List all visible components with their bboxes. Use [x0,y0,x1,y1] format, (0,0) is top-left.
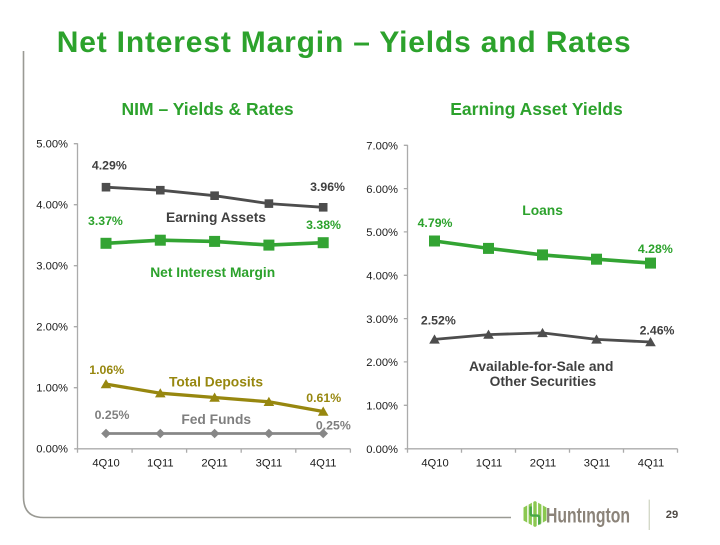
svg-text:Earning Assets: Earning Assets [166,210,266,225]
svg-text:4.29%: 4.29% [92,159,127,173]
svg-text:0.25%: 0.25% [95,408,130,422]
svg-text:3.00%: 3.00% [366,314,398,326]
svg-text:0.25%: 0.25% [316,418,351,432]
svg-text:Total Deposits: Total Deposits [169,375,263,390]
svg-text:NIM – Yields & Rates: NIM – Yields & Rates [122,99,294,119]
svg-text:0.61%: 0.61% [306,391,341,405]
svg-text:1Q11: 1Q11 [147,457,174,469]
svg-text:29: 29 [666,509,678,521]
svg-text:4Q10: 4Q10 [421,457,448,469]
svg-text:4.28%: 4.28% [638,242,673,256]
svg-text:4.79%: 4.79% [418,216,453,230]
svg-text:3.00%: 3.00% [36,261,68,273]
svg-text:3.38%: 3.38% [306,218,341,232]
svg-text:2Q11: 2Q11 [530,457,557,469]
svg-text:1.00%: 1.00% [366,401,398,413]
svg-text:2Q11: 2Q11 [201,457,228,469]
svg-text:4.00%: 4.00% [366,271,398,283]
svg-text:4Q11: 4Q11 [638,457,665,469]
svg-text:2.46%: 2.46% [640,324,675,338]
svg-text:1.00%: 1.00% [36,383,68,395]
svg-text:5.00%: 5.00% [366,227,398,239]
svg-text:Net Interest Margin: Net Interest Margin [150,265,275,280]
svg-text:Other Securities: Other Securities [490,374,597,389]
svg-text:Huntıngton: Huntıngton [546,504,630,527]
svg-text:4Q11: 4Q11 [310,457,337,469]
svg-text:1.06%: 1.06% [89,363,124,377]
svg-text:Loans: Loans [522,203,563,218]
svg-text:3Q11: 3Q11 [256,457,283,469]
svg-text:4.00%: 4.00% [36,200,68,212]
svg-text:6.00%: 6.00% [366,184,398,196]
svg-text:Earning Asset Yields: Earning Asset Yields [450,99,623,119]
svg-text:4Q10: 4Q10 [92,457,119,469]
svg-text:Fed Funds: Fed Funds [181,412,251,427]
svg-text:2.00%: 2.00% [366,357,398,369]
svg-text:5.00%: 5.00% [36,139,68,151]
svg-text:2.00%: 2.00% [36,322,68,334]
svg-text:3.96%: 3.96% [310,180,345,194]
svg-text:0.00%: 0.00% [366,444,398,456]
svg-text:2.52%: 2.52% [421,314,456,328]
svg-text:Available-for-Sale and: Available-for-Sale and [469,359,613,374]
svg-text:7.00%: 7.00% [366,141,398,153]
svg-text:3Q11: 3Q11 [584,457,611,469]
svg-text:1Q11: 1Q11 [476,457,503,469]
svg-text:0.00%: 0.00% [36,444,68,456]
svg-text:Net Interest Margin – Yields a: Net Interest Margin – Yields and Rates [57,26,631,59]
svg-text:3.37%: 3.37% [88,214,123,228]
